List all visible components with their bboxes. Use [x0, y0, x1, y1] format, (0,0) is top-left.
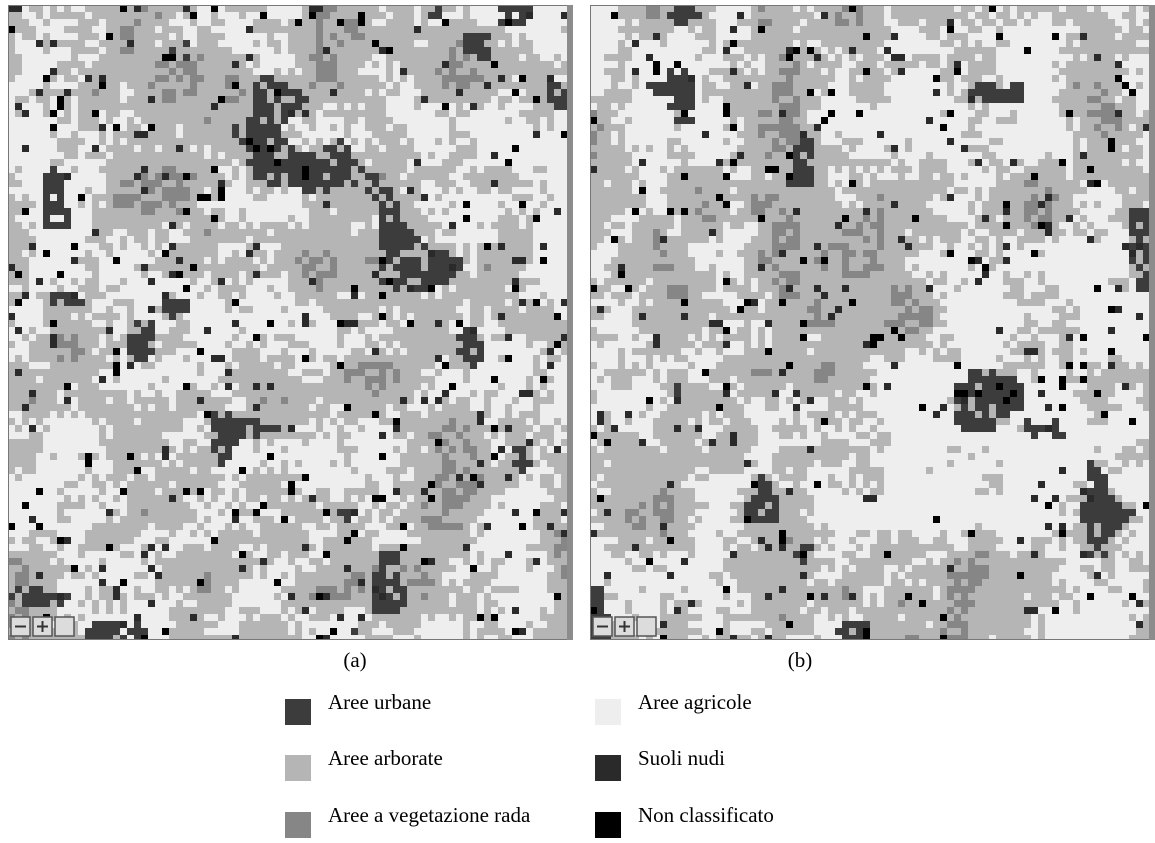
map-class-area [8, 5, 568, 640]
panel-caption: (a) [343, 648, 366, 672]
legend-swatch [595, 812, 621, 838]
map-panel [590, 5, 1155, 640]
legend-swatch [285, 699, 311, 725]
legend-label: Suoli nudi [638, 746, 725, 770]
legend-label: Aree arborate [328, 746, 443, 770]
map-panel [8, 5, 573, 640]
map-class-area [590, 12, 1155, 640]
zoom-button-box [636, 616, 657, 637]
legend-swatch [595, 755, 621, 781]
panel-caption: (b) [788, 648, 813, 672]
legend-swatch [285, 812, 311, 838]
legend-swatch [285, 755, 311, 781]
map-panels [8, 5, 1155, 640]
map-class-area [590, 5, 1155, 640]
map-class-area [8, 5, 573, 640]
legend-label: Non classificato [638, 803, 774, 827]
legend-label: Aree agricole [638, 690, 752, 714]
legend: Aree urbane Aree agricole Aree arborate Suo… [285, 690, 774, 838]
legend-swatch [595, 699, 621, 725]
map-class-area [590, 5, 1155, 640]
map-frame-edge [1149, 5, 1155, 640]
map-frame-edge [567, 5, 573, 640]
legend-label: Aree a vegetazione rada [328, 803, 531, 827]
zoom-button-box [54, 616, 75, 637]
legend-label: Aree urbane [328, 690, 431, 714]
